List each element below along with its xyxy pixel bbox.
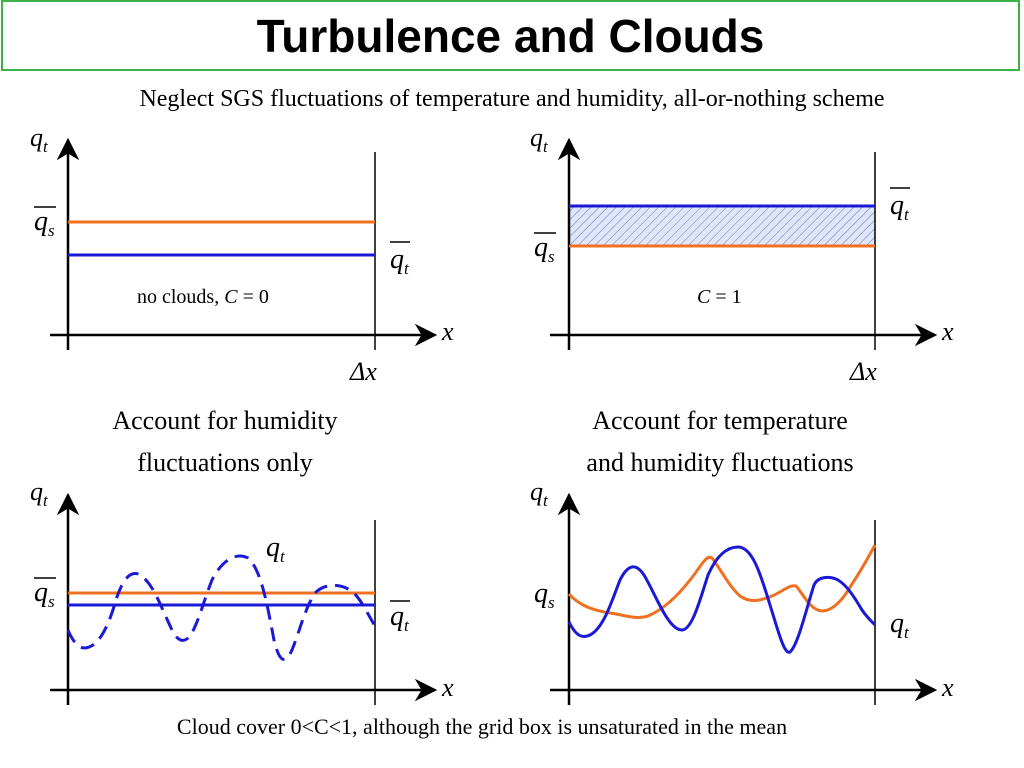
- x-axis-label: x: [941, 317, 954, 346]
- qt-label: qt: [890, 608, 910, 642]
- caption-bottom-right-line-1: Account for temperature: [592, 406, 848, 435]
- qt-label: qt: [890, 190, 910, 224]
- qs-curve: [567, 544, 877, 619]
- y-axis-label: qt: [530, 477, 549, 510]
- no-clouds-annotation: no clouds, C = 0: [137, 286, 269, 308]
- qs-label: qs: [34, 206, 55, 240]
- qt-curve: [567, 545, 877, 654]
- panel-bottom-right: qt qs qt x: [530, 477, 954, 705]
- delta-x-label: Δx: [849, 357, 877, 386]
- caption-bottom-right-line-2: and humidity fluctuations: [586, 448, 854, 477]
- cloud-hatch-area: [569, 206, 875, 246]
- qt-mean-label: qt: [390, 601, 410, 635]
- qs-label: qs: [534, 578, 555, 612]
- x-axis-label: x: [941, 673, 954, 702]
- y-axis-label: qt: [530, 123, 549, 156]
- qt-label: qt: [390, 244, 410, 278]
- y-axis-label: qt: [30, 477, 49, 510]
- x-axis-label: x: [441, 317, 454, 346]
- caption-bottom-left-line-2: fluctuations only: [137, 448, 313, 477]
- caption-bottom-left: Account for humidity fluctuations only: [60, 400, 390, 484]
- caption-bottom-left-line-1: Account for humidity: [112, 406, 338, 435]
- qs-label: qs: [534, 232, 555, 266]
- slide-title: Turbulence and Clouds: [256, 9, 765, 62]
- title-box: Turbulence and Clouds: [1, 0, 1020, 71]
- qs-label: qs: [34, 577, 55, 611]
- panel-top-left: qt qs qt no clouds, C = 0 x Δx: [30, 123, 454, 386]
- panel-bottom-left: qt qs qt qt x: [30, 477, 454, 705]
- delta-x-label: Δx: [349, 357, 377, 386]
- caption-bottom-right: Account for temperature and humidity flu…: [520, 400, 920, 484]
- cloudy-annotation: C = 1: [697, 286, 742, 308]
- panel-top-right: qt qt qs C = 1 x Δx: [530, 123, 954, 386]
- y-axis-label: qt: [30, 123, 49, 156]
- qt-fluctuation-curve: [66, 554, 377, 661]
- x-axis-label: x: [441, 673, 454, 702]
- qt-curve-label: qt: [266, 532, 286, 566]
- footer-text: Cloud cover 0<C<1, although the grid box…: [176, 714, 788, 739]
- subtitle: Neglect SGS fluctuations of temperature …: [139, 86, 885, 112]
